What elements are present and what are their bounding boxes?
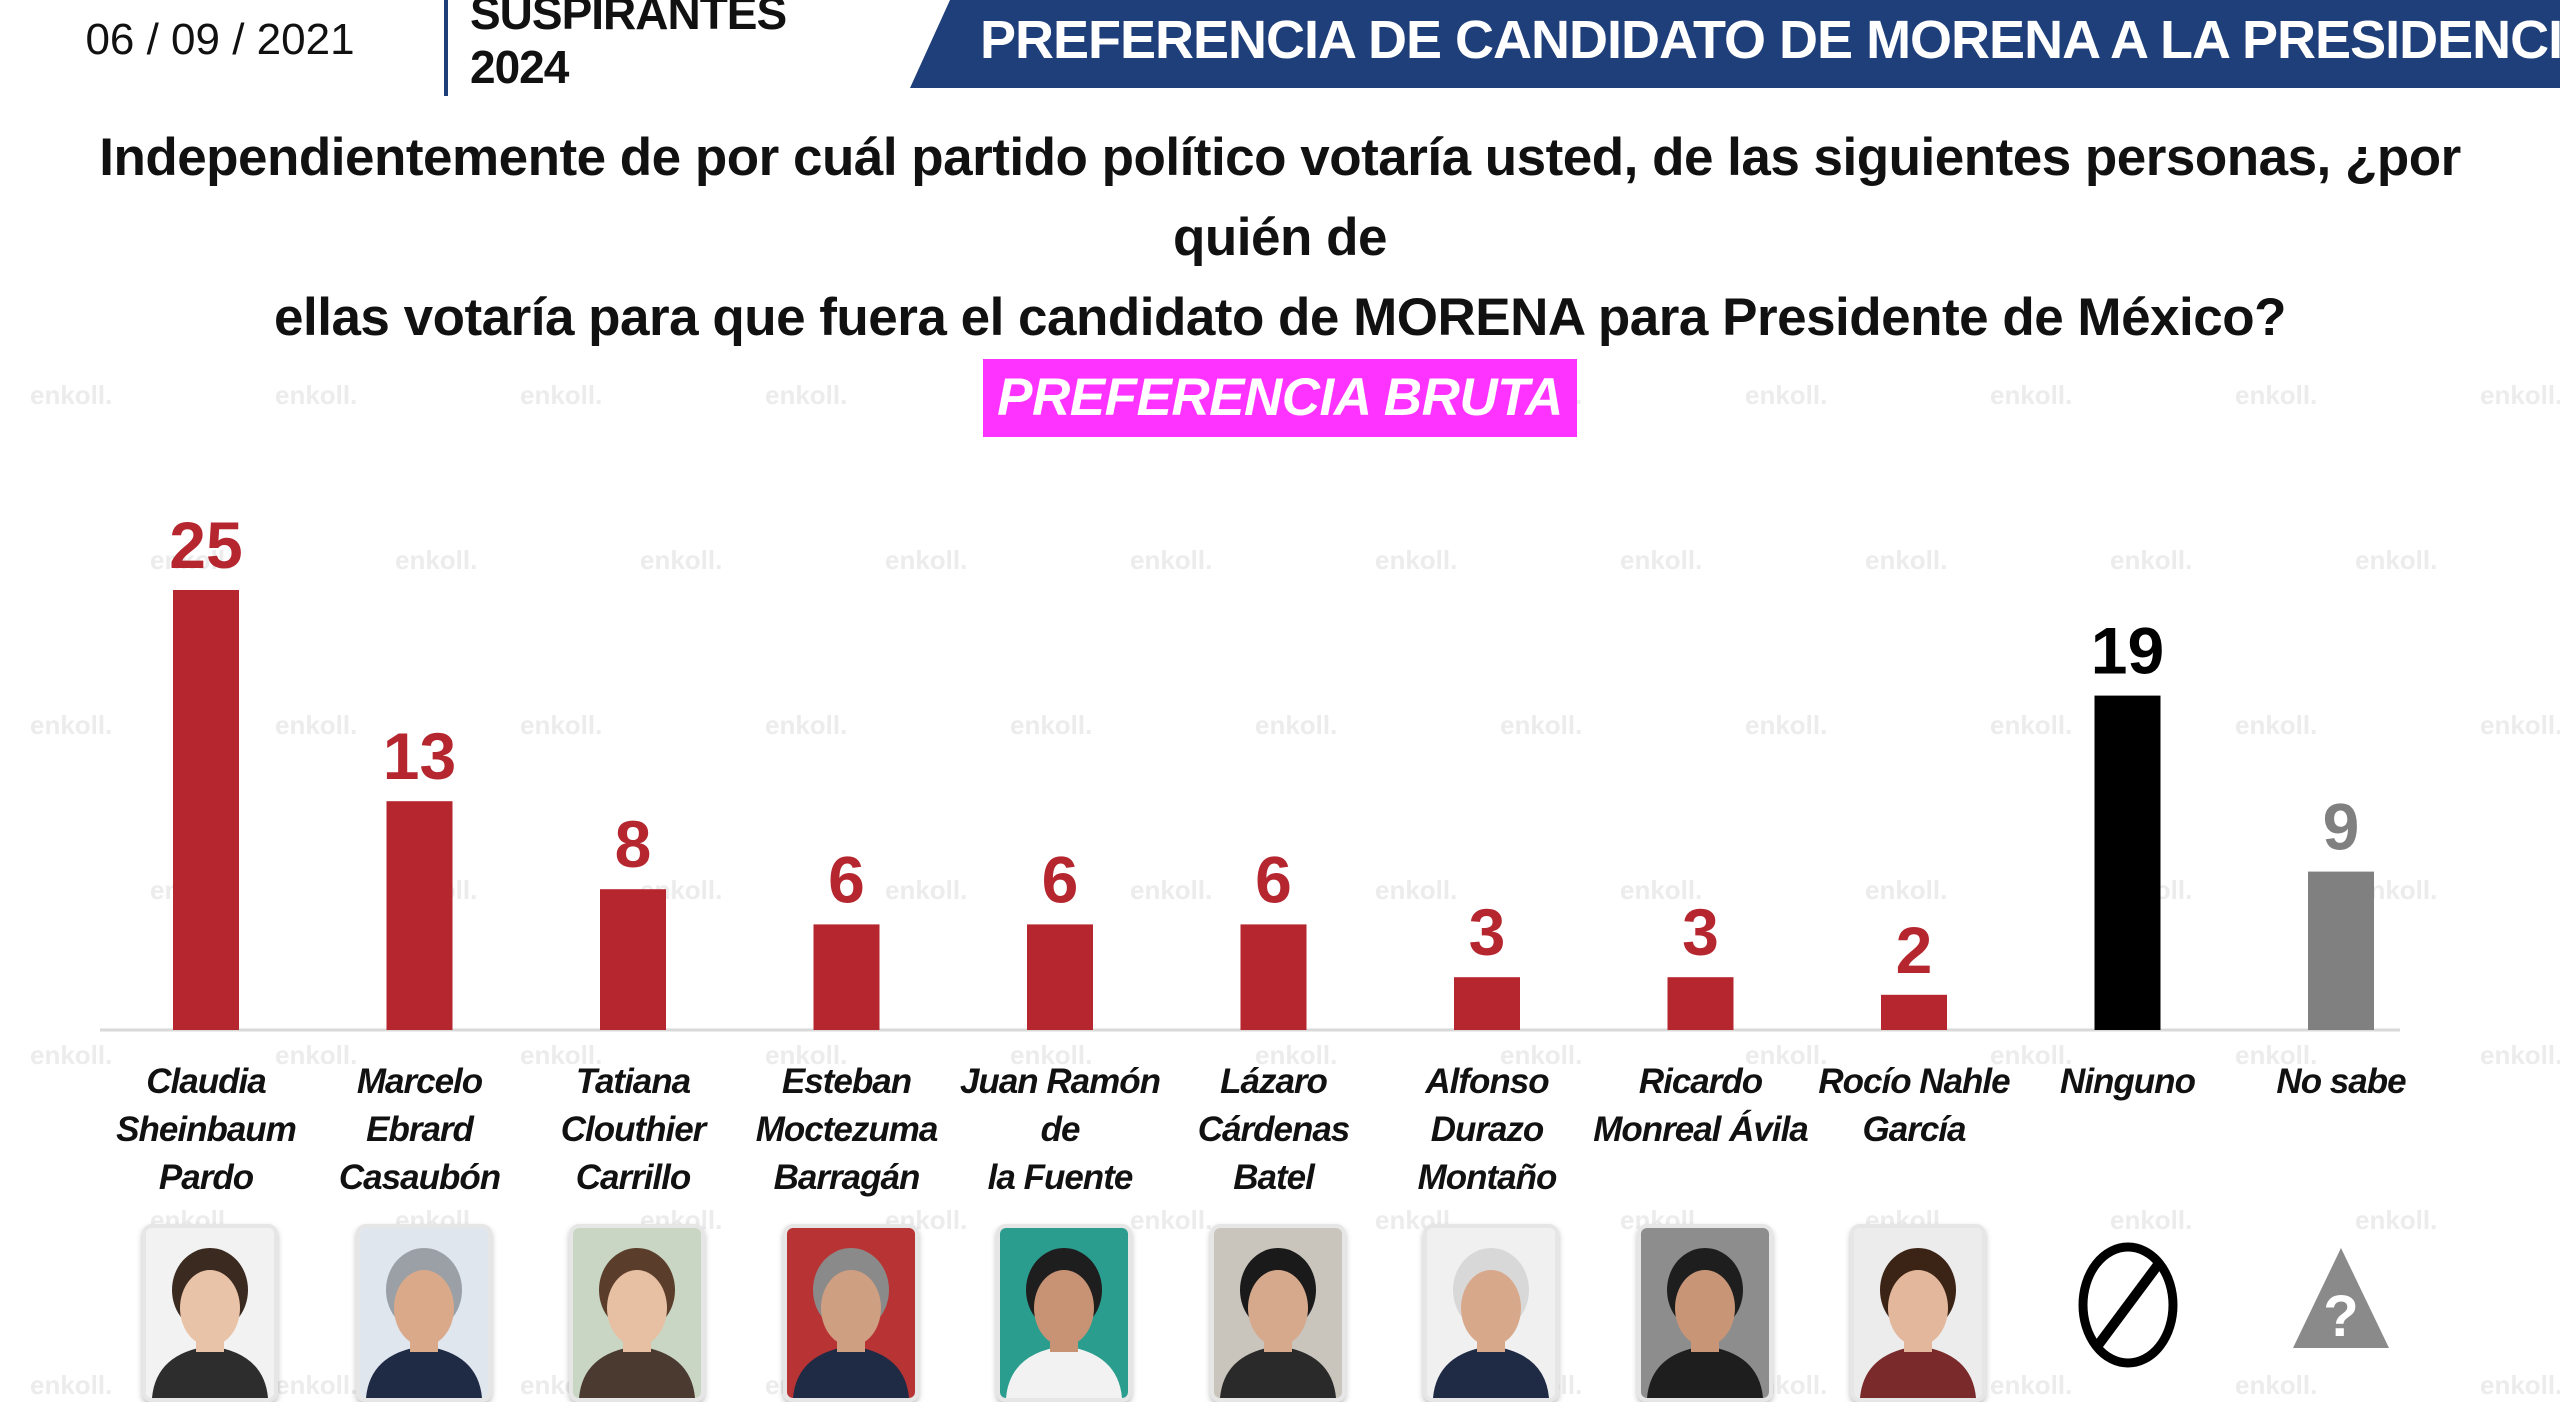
preference-tag: PREFERENCIA BRUTA (983, 359, 1577, 437)
watermark-text: enkoll. (30, 1370, 113, 1400)
candidate-photo (1209, 1224, 1346, 1402)
category-label-line: Casaubón (338, 1158, 501, 1197)
bar (2308, 871, 2374, 1030)
watermark-text: enkoll. (2480, 1370, 2560, 1400)
candidate-photo (782, 1224, 919, 1402)
category-label-line: Ricardo (1638, 1062, 1763, 1101)
watermark-text: enkoll. (2110, 1205, 2193, 1235)
category-label-line: Claudia (146, 1062, 266, 1101)
category-label-line: Sheinbaum (116, 1110, 297, 1149)
bar (173, 590, 239, 1030)
header-subtitle: SUSPIRANTES 2024 (470, 0, 787, 93)
bar (1667, 977, 1734, 1030)
category-label-line: Pardo (158, 1158, 254, 1197)
category-label: No sabe (2226, 1058, 2456, 1106)
watermark-text: enkoll. (2355, 1205, 2438, 1235)
watermark-text: enkoll. (1990, 1370, 2073, 1400)
candidate-photo (1636, 1224, 1773, 1402)
bar (1240, 924, 1307, 1030)
category-label-line: Esteban (781, 1062, 912, 1101)
data-label: 25 (169, 508, 242, 582)
data-label: 19 (2091, 614, 2164, 688)
svg-text:?: ? (2323, 1284, 2358, 1349)
category-label-line: Carrillo (575, 1158, 692, 1197)
watermark-text: enkoll. (1130, 1205, 1213, 1235)
category-label-line: Lázaro (1220, 1062, 1328, 1101)
category-label-line: García (1862, 1110, 1967, 1149)
data-label: 6 (1042, 842, 1079, 916)
category-label-line: Rocío Nahle (1818, 1062, 2010, 1101)
category-label-line: Tatiana (575, 1062, 691, 1101)
category-label-line: Clouthier (560, 1110, 707, 1149)
category-label-line: Juan Ramón de (959, 1062, 1161, 1149)
category-label: Juan Ramón de la Fuente (945, 1058, 1175, 1202)
category-label: Esteban Moctezuma Barragán (732, 1058, 962, 1202)
category-label: Ninguno (2013, 1058, 2243, 1106)
date-label: 06 / 09 / 2021 (85, 15, 355, 64)
category-label-line: Cárdenas Batel (1197, 1110, 1351, 1197)
bar (1454, 977, 1520, 1030)
data-label: 3 (1469, 895, 1506, 969)
candidate-photo (1850, 1224, 1986, 1402)
category-label-line: Alfonso Durazo (1425, 1062, 1549, 1149)
candidate-photo (1423, 1224, 1559, 1402)
data-label: 6 (828, 842, 865, 916)
question-triangle-icon: ? (2289, 1244, 2393, 1359)
category-label-line: Marcelo Ebrard (356, 1062, 483, 1149)
banner-shape (910, 0, 2560, 88)
category-label: Marcelo Ebrard Casaubón (305, 1058, 535, 1202)
data-label: 6 (1255, 842, 1292, 916)
data-label: 2 (1896, 913, 1933, 987)
bar (813, 924, 880, 1030)
question-line-1: Independientemente de por cuál partido p… (99, 128, 2461, 267)
candidate-photo (569, 1224, 705, 1402)
bar (1881, 994, 1947, 1030)
title-banner: PREFERENCIA DE CANDIDATO DE MORENA A LA … (910, 0, 2560, 92)
category-label: Alfonso Durazo Montaño (1372, 1058, 1602, 1202)
bar (600, 889, 666, 1030)
header-divider (444, 0, 448, 96)
category-label-line: Monreal Ávila (1593, 1110, 1809, 1149)
page-title: PREFERENCIA DE CANDIDATO DE MORENA A LA … (980, 10, 2560, 70)
candidate-photo (355, 1224, 492, 1402)
category-label: Claudia Sheinbaum Pardo (91, 1058, 321, 1202)
category-label-line: No sabe (2276, 1062, 2406, 1101)
data-label: 8 (615, 807, 652, 881)
prohibited-icon (2076, 1238, 2180, 1377)
survey-question: Independientemente de por cuál partido p… (80, 118, 2480, 438)
chart-svg: 25 13 8 6 6 6 3 3 2 19 9 (100, 508, 2400, 1032)
data-label: 13 (383, 719, 456, 793)
watermark-text: enkoll. (275, 1370, 358, 1400)
watermark-text: enkoll. (2480, 380, 2560, 410)
category-label-line: Moctezuma (755, 1110, 939, 1149)
data-label: 3 (1682, 895, 1719, 969)
bar (386, 801, 453, 1030)
bar (1027, 924, 1093, 1030)
category-label-line: Ninguno (2060, 1062, 2196, 1101)
category-label: Tatiana Clouthier Carrillo (518, 1058, 748, 1202)
category-label: Rocío Nahle García (1799, 1058, 2029, 1154)
data-label: 9 (2323, 790, 2360, 864)
candidate-photo (996, 1224, 1132, 1402)
bar (2094, 695, 2161, 1030)
question-line-2: ellas votaría para que fuera el candidat… (274, 288, 2286, 347)
category-label-line: Montaño (1417, 1158, 1558, 1197)
category-label: Ricardo Monreal Ávila (1586, 1058, 1816, 1154)
category-label: Lázaro Cárdenas Batel (1159, 1058, 1389, 1202)
category-label-line: Barragán (773, 1158, 921, 1197)
watermark-text: enkoll. (2235, 1370, 2318, 1400)
category-label-line: la Fuente (987, 1158, 1134, 1197)
candidate-photo (142, 1224, 278, 1402)
